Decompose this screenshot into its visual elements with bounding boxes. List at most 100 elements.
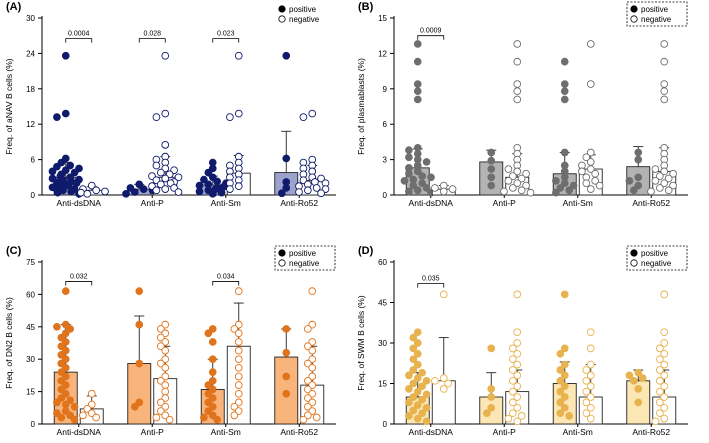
negative-point: [504, 414, 513, 423]
negative-point: [513, 371, 522, 380]
positive-point: [70, 402, 79, 411]
positive-point: [409, 344, 418, 353]
negative-point: [655, 344, 664, 353]
x-tick-label: Anti-P: [493, 427, 516, 437]
positive-point: [282, 184, 291, 192]
positive-point: [565, 412, 574, 420]
negative-point: [508, 344, 517, 353]
negative-point: [586, 148, 595, 157]
positive-point: [634, 181, 643, 190]
positive-point: [487, 165, 496, 173]
negative-point: [660, 87, 669, 96]
positive-point: [282, 154, 291, 163]
negative-point: [660, 371, 669, 380]
positive-point: [200, 413, 208, 422]
significance-annotation: 0.023: [212, 31, 240, 43]
negative-point: [582, 376, 591, 385]
negative-point: [591, 169, 600, 178]
y-axis-label: Freq. of DN2 B cells (%): [4, 297, 14, 389]
negative-point: [500, 187, 508, 196]
negative-point: [669, 181, 677, 190]
negative-point: [439, 374, 448, 382]
positive-bar: [127, 363, 152, 425]
p-value-label: 0.028: [143, 31, 161, 38]
x-tick-label: Anti-Ro52: [280, 198, 318, 208]
x-tick-label: Anti-dsDNA: [409, 198, 454, 208]
positive-point: [418, 179, 427, 188]
negative-point: [513, 179, 522, 188]
negative-point: [513, 290, 522, 299]
negative-point: [655, 409, 664, 418]
negative-point: [174, 188, 183, 196]
positive-point: [487, 344, 496, 353]
positive-point: [638, 374, 647, 382]
legend-negative-label: negative: [641, 15, 672, 24]
negative-point: [517, 412, 526, 420]
negative-point: [582, 387, 591, 396]
y-tick-label: 60: [378, 258, 387, 267]
positive-point: [217, 188, 226, 197]
x-tick-label: Anti-Sm: [211, 198, 241, 208]
positive-point: [122, 189, 130, 198]
positive-point: [556, 387, 565, 396]
negative-point: [591, 176, 600, 185]
positive-point: [61, 287, 70, 296]
negative-point: [83, 189, 92, 198]
negative-point: [234, 372, 243, 381]
positive-point: [409, 366, 418, 374]
negative-point: [312, 413, 321, 422]
positive-point: [422, 417, 431, 426]
negative-point: [508, 387, 517, 396]
negative-point: [174, 173, 183, 182]
negative-point: [660, 360, 669, 369]
negative-point: [513, 393, 522, 401]
y-tick-label: 9: [383, 85, 388, 94]
y-tick-label: 60: [26, 290, 35, 299]
negative-point: [655, 387, 664, 396]
x-tick-label: Anti-P: [493, 198, 516, 208]
negative-point: [308, 346, 317, 355]
positive-point: [560, 179, 569, 188]
negative-point: [513, 339, 522, 347]
category-anti-p: Anti-P: [127, 287, 178, 437]
x-tick-label: Anti-P: [141, 198, 164, 208]
positive-point: [409, 406, 418, 415]
positive-point: [413, 349, 422, 358]
negative-point: [655, 398, 664, 407]
significance-bracket: [212, 38, 240, 43]
positive-point: [405, 153, 413, 162]
positive-point: [560, 80, 569, 88]
panel-a: (A) 0 6 12 18 24 30 Freq. of aNAV B cells (%) An…: [4, 1, 336, 208]
negative-point: [161, 381, 170, 389]
negative-point: [161, 109, 170, 118]
category-anti-ro52: Anti-Ro52: [274, 51, 330, 208]
negative-point: [655, 172, 664, 180]
positive-point: [282, 372, 291, 381]
positive-point: [405, 385, 413, 393]
y-tick-label: 30: [26, 355, 35, 364]
positive-point: [48, 167, 57, 176]
x-tick-label: Anti-dsDNA: [57, 198, 102, 208]
y-tick-label: 3: [383, 156, 388, 165]
positive-point: [422, 158, 431, 166]
negative-point: [508, 184, 517, 192]
positive-point: [556, 398, 565, 407]
negative-point: [651, 176, 660, 185]
positive-point: [208, 368, 217, 377]
x-tick-label: Anti-P: [141, 427, 164, 437]
negative-point: [586, 80, 595, 88]
positive-point: [560, 148, 569, 157]
negative-point: [161, 346, 170, 355]
positive-point: [413, 328, 422, 337]
positive-point: [413, 401, 422, 409]
y-axis-label: Freq. of plasmablasts (%): [356, 58, 366, 155]
positive-point: [413, 167, 422, 176]
positive-point: [282, 389, 291, 398]
negative-point: [508, 376, 517, 385]
positive-point: [135, 320, 144, 329]
negative-point: [226, 185, 234, 193]
negative-point: [308, 287, 317, 296]
positive-point: [487, 173, 496, 182]
negative-point: [582, 409, 591, 418]
negative-point: [651, 417, 660, 426]
